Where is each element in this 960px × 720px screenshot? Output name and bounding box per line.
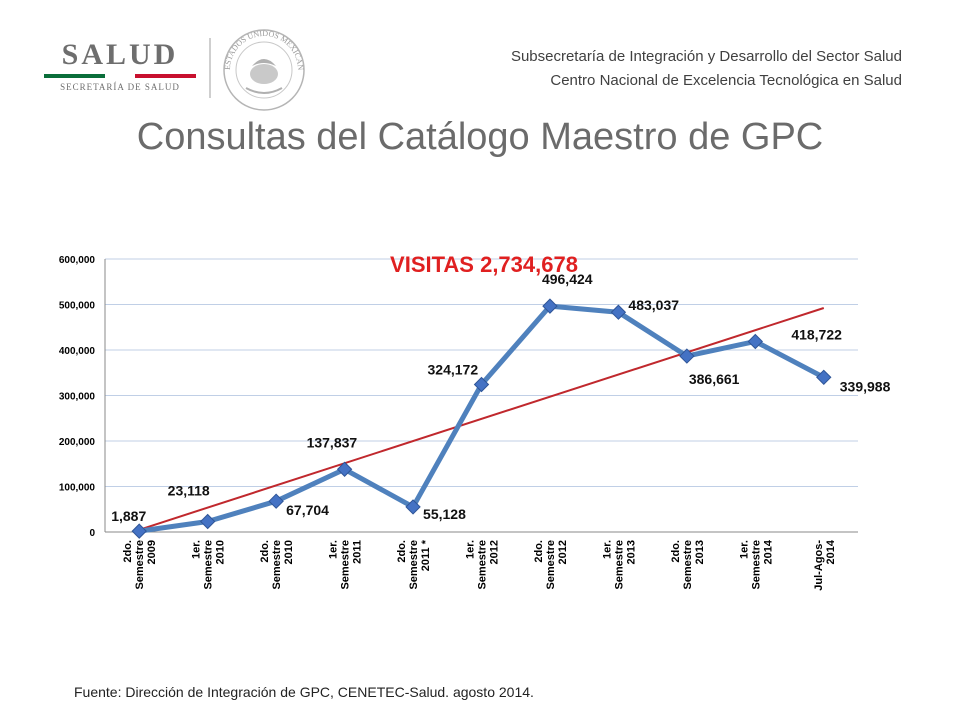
x-tick-label-line: Semestre [682,540,694,590]
data-point [747,333,764,350]
x-tick-label-line: 2014 [825,539,837,564]
x-tick-label-line: 2012 [557,540,569,564]
x-tick-label-line: 2010 [215,540,227,564]
x-tick-label-line: 2do. [122,540,134,563]
logo-color-bar [44,74,196,78]
x-tick-label-line: Semestre [545,540,557,590]
data-point [473,376,490,393]
logo-subtext: SECRETARÍA DE SALUD [60,82,180,92]
x-tick-label: 1er. Semestre 2010 [191,540,227,590]
x-tick-label-line: 2012 [489,540,501,564]
header-line-2: Centro Nacional de Excelencia Tecnológic… [550,72,902,89]
x-tick-label: 1er. Semestre 2013 [601,540,637,590]
y-tick-label: 600,000 [59,255,96,266]
slide-title: Consultas del Catálogo Maestro de GPC [136,116,824,158]
y-tick-label: 0 [89,528,95,539]
x-tick-label-line: Semestre [271,540,283,590]
x-tick-label-line: 1er. [328,540,340,559]
x-tick-label: 1er. Semestre 2014 [738,539,774,589]
header-line-1: Subsecretaría de Integración y Desarroll… [510,48,902,65]
data-label: 483,037 [628,297,679,313]
x-tick-label-line: 2013 [694,540,706,564]
logo-divider [209,38,211,98]
x-tick-label-line: Semestre [613,540,625,590]
x-tick-label-line: 2011 [352,540,364,564]
x-tick-label-line: Jul-Agos- [813,540,825,591]
data-label: 137,837 [307,434,358,450]
x-tick-label-line: 2do. [259,540,271,563]
x-tick-label-line: 1er. [738,540,750,559]
data-point [268,493,284,509]
data-point [542,298,558,314]
x-tick-label-line: Semestre [477,540,489,590]
x-tick-label: 2do. Semestre 2011 * [396,539,432,589]
x-tick-label-line: Semestre [750,540,762,590]
visits-line-chart: 0 100,000 200,000 300,000 400,000 500,000 600,… [59,252,891,591]
data-label: 496,424 [542,271,593,287]
x-tick-label-line: 2do. [670,540,682,563]
x-tick-label-line: 2013 [625,540,637,564]
data-point [405,499,421,515]
x-tick-label-line: 1er. [191,540,203,559]
x-tick-label: 2do. Semestre 2009 [122,540,158,590]
x-tick-label-line: 2009 [146,540,158,564]
x-tick-label-line: Semestre [408,540,420,590]
x-tick-label-line: 2do. [396,540,408,563]
chart-title: VISITAS 2,734,678 [390,252,578,277]
x-tick-label: 2do. Semestre 2010 [259,540,295,590]
x-tick-label-line: Semestre [134,540,146,590]
data-label: 339,988 [840,378,891,394]
data-label: 23,118 [168,482,210,498]
data-point [816,369,832,386]
data-label: 67,704 [286,502,329,518]
data-point [336,461,353,477]
data-point [131,523,147,539]
salud-logo: SALUD SECRETARÍA DE SALUD [40,38,200,92]
x-tick-label-line: 2014 [762,539,774,564]
y-tick-label: 500,000 [59,301,96,312]
data-point [199,513,216,530]
x-tick-label-line: 1er. [601,540,613,559]
y-tick-label: 300,000 [59,392,96,403]
data-label: 1,887 [111,508,146,524]
x-tick-label-line: 1er. [465,540,477,559]
x-tick-label: Jul-Agos- 2014 [813,539,837,591]
x-tick-label-line: 2010 [283,540,295,564]
x-tick-label: 1er. Semestre 2012 [465,540,501,590]
data-label: 55,128 [423,506,466,522]
logo-word: SALUD [61,38,179,71]
data-label: 324,172 [428,362,479,378]
x-tick-label: 2do. Semestre 2013 [670,540,706,590]
x-tick-label: 2do. Semestre 2012 [533,540,569,590]
x-tick-label-line: Semestre [340,540,352,590]
x-tick-label-line: Semestre [203,540,215,590]
data-label: 386,661 [689,371,740,387]
national-seal-icon: ESTADOS UNIDOS MEXICANOS [216,18,305,111]
x-tick-label-line: 2do. [533,540,545,563]
data-point [679,348,695,364]
trendline [138,307,825,531]
data-point [610,304,627,320]
y-tick-label: 200,000 [59,437,96,448]
y-tick-label: 400,000 [59,346,96,357]
x-tick-label-line: 2011 * [420,539,432,571]
data-label: 418,722 [791,326,842,342]
source-footnote: Fuente: Dirección de Integración de GPC,… [74,684,534,700]
y-tick-label: 100,000 [59,483,96,494]
x-tick-label: 1er. Semestre 2011 [328,540,364,590]
